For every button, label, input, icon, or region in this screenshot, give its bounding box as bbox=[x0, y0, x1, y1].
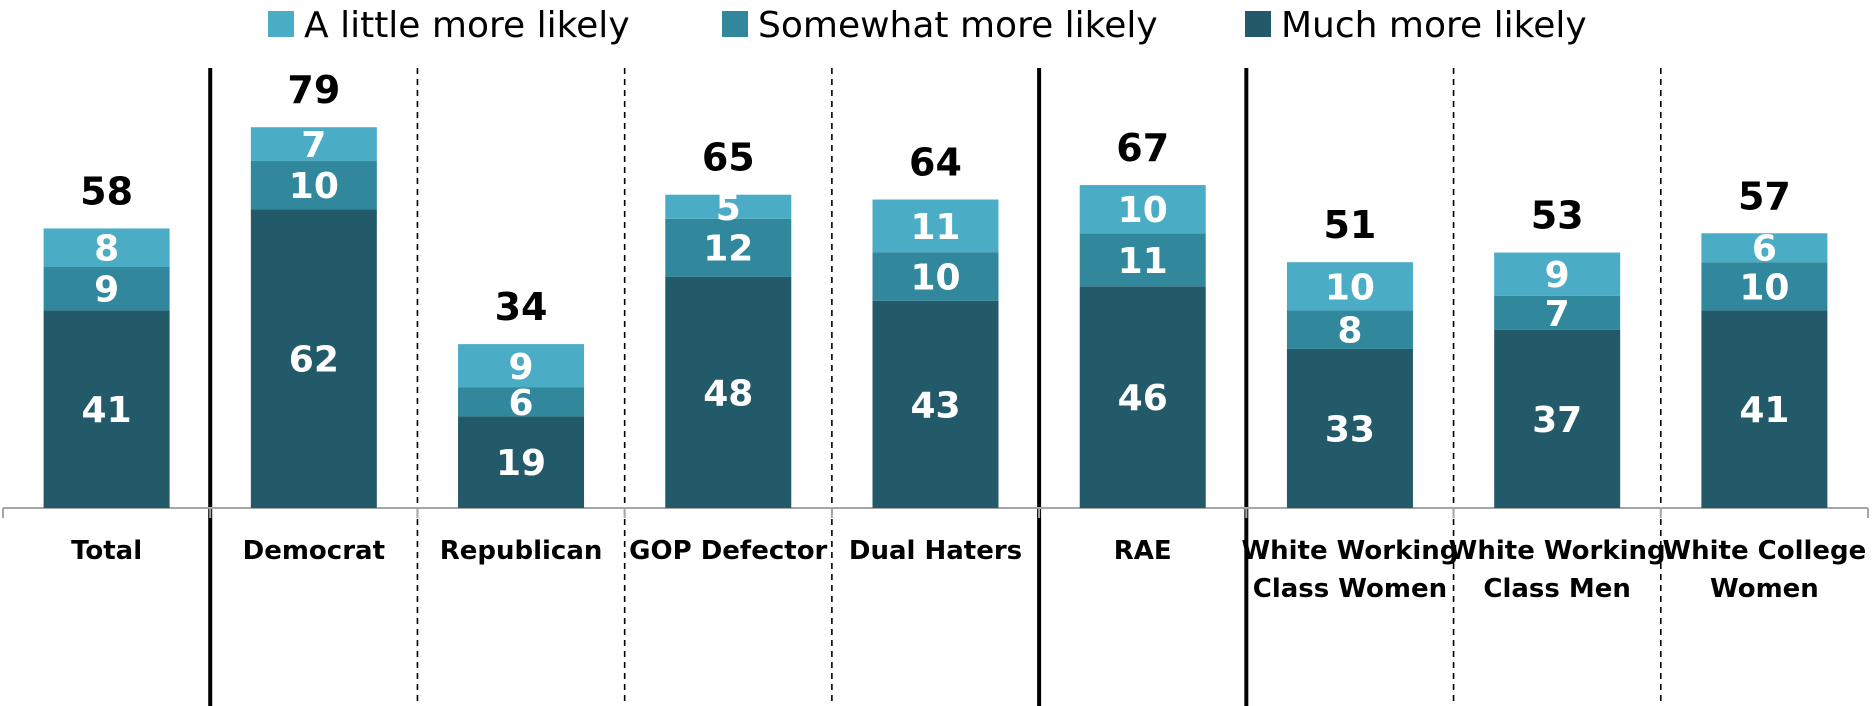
bar-stack: 41 106 57 bbox=[1701, 174, 1828, 508]
total-value-label: 53 bbox=[1531, 194, 1584, 238]
segment-value-label: 46 bbox=[1118, 378, 1168, 419]
bar-segment bbox=[665, 276, 792, 508]
total-value-label: 58 bbox=[80, 169, 133, 213]
segment-value-label: 6 bbox=[1752, 229, 1777, 270]
legend-label: Much more likely bbox=[1281, 5, 1587, 46]
bar-segment bbox=[458, 416, 585, 508]
x-axis bbox=[2, 507, 1869, 518]
bar-segment bbox=[1494, 295, 1621, 330]
segment-value-label: 9 bbox=[1545, 255, 1570, 296]
bar-segment bbox=[250, 209, 377, 508]
category-label: Republican bbox=[440, 536, 603, 566]
bar-stack: 48 125 65 bbox=[665, 136, 792, 508]
bar-stack: 37 79 53 bbox=[1494, 194, 1621, 508]
bar-segment bbox=[665, 218, 792, 277]
segment-value-label: 5 bbox=[716, 188, 741, 229]
segment-value-label: 48 bbox=[703, 373, 753, 414]
category-label: RAE bbox=[1114, 536, 1172, 566]
segment-value-label: 33 bbox=[1325, 409, 1375, 450]
bar-segment bbox=[250, 160, 377, 210]
segment-value-label: 8 bbox=[1337, 311, 1362, 352]
bar-stack: 46 11 10 67 bbox=[1079, 126, 1206, 508]
bar-segment bbox=[458, 344, 585, 388]
total-value-label: 34 bbox=[495, 285, 548, 329]
bar-segment bbox=[1286, 310, 1413, 349]
category-label: White Working Class Women bbox=[1241, 536, 1458, 604]
total-value-label: 64 bbox=[909, 141, 962, 185]
bar-segment bbox=[1701, 233, 1828, 263]
bar-segment bbox=[1701, 262, 1828, 311]
segment-value-label: 10 bbox=[289, 166, 339, 207]
legend-item: Much more likely bbox=[1245, 5, 1587, 46]
segment-value-label: 8 bbox=[94, 229, 119, 270]
bar-segment bbox=[458, 387, 585, 417]
segment-value-label: 9 bbox=[509, 347, 534, 388]
legend-item: Somewhat more likely bbox=[722, 5, 1158, 46]
bar-stack: 19 69 34 bbox=[458, 285, 585, 508]
segment-value-label: 11 bbox=[1118, 241, 1168, 282]
category-label: GOP Defector bbox=[629, 536, 827, 566]
group-separators bbox=[208, 68, 1662, 706]
total-value-label: 67 bbox=[1116, 126, 1169, 170]
segment-value-label: 11 bbox=[910, 207, 960, 248]
bar-segment bbox=[250, 127, 377, 161]
legend-item: A little more likely bbox=[268, 5, 630, 46]
bar-segment bbox=[43, 310, 170, 508]
segment-value-label: 10 bbox=[1325, 267, 1375, 308]
segment-value-label: 19 bbox=[496, 443, 546, 484]
legend-label: Somewhat more likely bbox=[758, 5, 1158, 46]
segment-value-label: 10 bbox=[1739, 267, 1789, 308]
bar-stack: 41 98 58 bbox=[43, 169, 170, 508]
total-value-label: 65 bbox=[702, 136, 755, 180]
segment-value-label: 43 bbox=[910, 385, 960, 426]
legend-swatch bbox=[1245, 11, 1271, 37]
segment-value-label: 9 bbox=[94, 270, 119, 311]
legend-swatch bbox=[722, 11, 748, 37]
category-label: White College Women bbox=[1662, 536, 1866, 604]
segment-value-label: 7 bbox=[1545, 294, 1570, 335]
bars: 4198586210779196934481256543101164461110… bbox=[43, 68, 1828, 508]
bar-segment bbox=[1494, 252, 1621, 296]
bar-segment bbox=[872, 199, 999, 253]
bar-segment bbox=[1079, 233, 1206, 287]
bar-segment bbox=[1701, 310, 1828, 508]
legend-swatch bbox=[268, 11, 294, 37]
bar-segment bbox=[43, 267, 170, 311]
bar-segment bbox=[1079, 185, 1206, 234]
segment-value-label: 10 bbox=[910, 258, 960, 299]
legend: A little more likely Somewhat more likely… bbox=[268, 5, 1587, 46]
category-label: Dual Haters bbox=[849, 536, 1022, 566]
segment-value-label: 41 bbox=[1739, 390, 1789, 431]
segment-value-label: 62 bbox=[289, 340, 339, 381]
total-value-label: 51 bbox=[1323, 203, 1376, 247]
bar-stack: 43 10 11 64 bbox=[872, 141, 999, 508]
legend-label: A little more likely bbox=[304, 5, 630, 46]
bar-stack: 62 107 79 bbox=[250, 68, 377, 508]
bar-segment bbox=[665, 194, 792, 219]
category-labels: Total Democrat Republican GOP Defector Dual … bbox=[71, 536, 1866, 604]
bar-segment bbox=[1079, 286, 1206, 508]
bar-segment bbox=[43, 228, 170, 267]
total-value-label: 57 bbox=[1738, 174, 1791, 218]
segment-value-label: 12 bbox=[703, 229, 753, 270]
bar-segment bbox=[872, 252, 999, 301]
bar-segment bbox=[1494, 329, 1621, 508]
category-label: White Working Class Men bbox=[1449, 536, 1666, 604]
bar-stack: 33 810 51 bbox=[1286, 203, 1413, 508]
segment-value-label: 7 bbox=[301, 125, 326, 166]
category-label: Total bbox=[71, 536, 142, 566]
category-label: Democrat bbox=[243, 536, 385, 566]
segment-value-label: 10 bbox=[1118, 190, 1168, 231]
segment-value-label: 37 bbox=[1532, 400, 1582, 441]
segment-value-label: 41 bbox=[82, 390, 132, 431]
bar-segment bbox=[1286, 262, 1413, 311]
bar-segment bbox=[1286, 348, 1413, 508]
segment-value-label: 6 bbox=[509, 383, 534, 424]
total-value-label: 79 bbox=[287, 68, 340, 112]
bar-segment bbox=[872, 300, 999, 508]
